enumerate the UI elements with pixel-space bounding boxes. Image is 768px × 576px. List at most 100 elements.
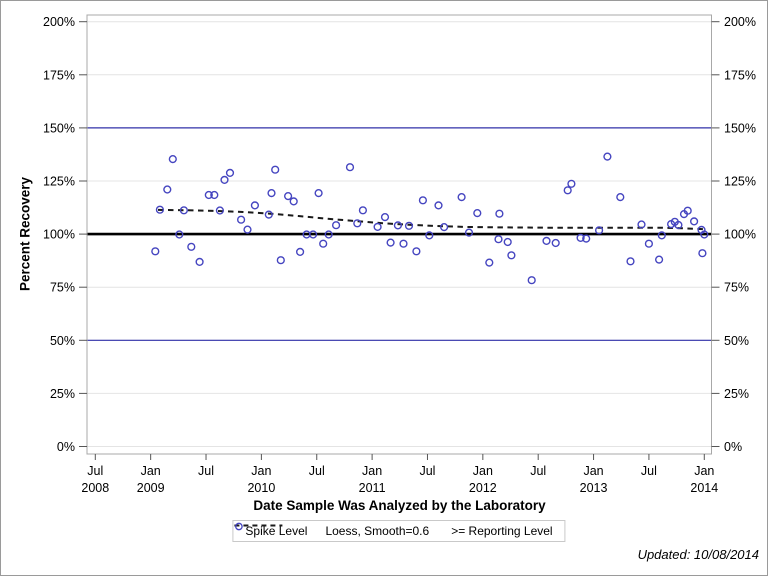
y-tick-label-left: 25% (50, 387, 75, 401)
data-point-marker (698, 249, 707, 258)
data-point-marker (195, 257, 204, 267)
data-point-marker (683, 206, 692, 215)
data-point-marker (220, 175, 229, 185)
x-tick-month-label: Jan (251, 464, 271, 478)
data-point-marker (373, 222, 382, 232)
data-point-marker (434, 201, 443, 210)
x-tick-year-label: 2009 (137, 481, 165, 495)
loess-line-swatch-icon (234, 524, 283, 527)
y-tick-label-right: 200% (724, 15, 756, 29)
x-tick-year-label: 2010 (247, 481, 275, 495)
x-axis-title: Date Sample Was Analyzed by the Laborato… (253, 498, 546, 513)
data-point-marker (399, 239, 408, 248)
legend-reporting-label: >= Reporting Level (451, 524, 553, 538)
y-tick-label-right: 100% (724, 228, 756, 242)
data-point-marker (151, 247, 160, 256)
x-tick-month-label: Jul (641, 464, 657, 478)
data-point-marker (457, 193, 466, 202)
data-point-marker (644, 239, 654, 248)
x-tick-month-label: Jul (309, 464, 325, 478)
data-point-marker (464, 228, 474, 237)
data-point-marker (567, 179, 576, 188)
x-tick-year-label: 2014 (690, 481, 718, 495)
x-tick-month-label: Jan (141, 464, 161, 478)
data-point-marker (332, 221, 341, 230)
data-point-marker (494, 235, 503, 244)
data-point-marker (393, 221, 403, 230)
data-point-marker (563, 186, 572, 195)
data-point-marker (210, 190, 219, 200)
y-tick-label-right: 50% (724, 334, 749, 348)
y-tick-label-left: 0% (57, 440, 75, 454)
x-tick-year-label: 2008 (81, 481, 109, 495)
data-point-marker (175, 230, 184, 239)
reporting-level-marker-icon (235, 522, 243, 531)
data-point-marker (503, 237, 512, 247)
data-point-marker (657, 231, 666, 240)
legend-box: Spike Level Loess, Smooth=0.6 >= Reporti… (232, 520, 566, 542)
x-tick-month-label: Jul (198, 464, 214, 478)
data-point-marker (324, 230, 333, 239)
data-point-marker (271, 165, 280, 174)
data-point-marker (637, 220, 646, 229)
x-tick-month-label: Jan (583, 464, 603, 478)
data-point-marker (440, 223, 449, 232)
data-point-marker (495, 209, 504, 218)
data-point-marker (179, 206, 189, 215)
data-point-marker (386, 238, 395, 247)
y-tick-label-left: 150% (43, 121, 75, 135)
data-point-marker (485, 258, 494, 267)
legend-spike-level-label: Spike Level (245, 524, 308, 538)
data-point-marker (689, 217, 699, 226)
data-point-marker (319, 239, 328, 248)
data-point-marker (674, 220, 683, 230)
x-tick-year-label: 2012 (469, 481, 497, 495)
y-tick-label-left: 100% (43, 228, 75, 242)
data-point-marker (345, 163, 355, 172)
y-tick-label-right: 150% (724, 121, 756, 135)
data-point-marker (412, 247, 421, 256)
data-point-marker (289, 197, 298, 206)
data-point-marker (473, 209, 482, 218)
y-tick-label-left: 125% (43, 175, 75, 189)
y-tick-label-right: 125% (724, 175, 756, 189)
data-point-marker (237, 215, 246, 224)
data-point-marker (418, 196, 428, 205)
y-tick-label-left: 75% (50, 281, 75, 295)
data-point-marker (626, 257, 635, 266)
updated-stamp: Updated: 10/08/2014 (637, 547, 759, 562)
data-point-marker (187, 242, 196, 251)
data-point-marker (654, 255, 664, 264)
data-point-marker (542, 236, 551, 246)
x-tick-month-label: Jan (694, 464, 714, 478)
y-tick-label-right: 25% (724, 387, 749, 401)
data-point-marker (243, 225, 252, 234)
x-tick-year-label: 2013 (580, 481, 608, 495)
data-point-marker (204, 190, 213, 200)
data-point-marker (276, 256, 285, 265)
x-tick-month-label: Jan (362, 464, 382, 478)
data-point-marker (267, 189, 276, 198)
data-point-marker (616, 193, 625, 202)
data-point-marker (700, 230, 709, 239)
y-tick-label-left: 200% (43, 15, 75, 29)
data-point-marker (582, 234, 591, 243)
data-point-marker (163, 185, 172, 194)
data-point-marker (284, 192, 293, 201)
data-point-marker (594, 226, 604, 235)
data-point-marker (425, 231, 434, 240)
y-tick-label-right: 0% (724, 440, 742, 454)
data-point-marker (314, 189, 323, 198)
data-point-marker (296, 247, 305, 257)
data-point-marker (215, 206, 225, 215)
data-point-marker (380, 213, 390, 222)
data-point-marker (551, 238, 560, 248)
data-point-marker (603, 152, 612, 161)
data-point-marker (527, 276, 536, 285)
y-axis-title: Percent Recovery (17, 176, 33, 292)
data-point-marker (353, 219, 362, 228)
x-tick-month-label: Jan (473, 464, 493, 478)
x-tick-month-label: Jul (419, 464, 435, 478)
data-point-marker (309, 230, 318, 239)
